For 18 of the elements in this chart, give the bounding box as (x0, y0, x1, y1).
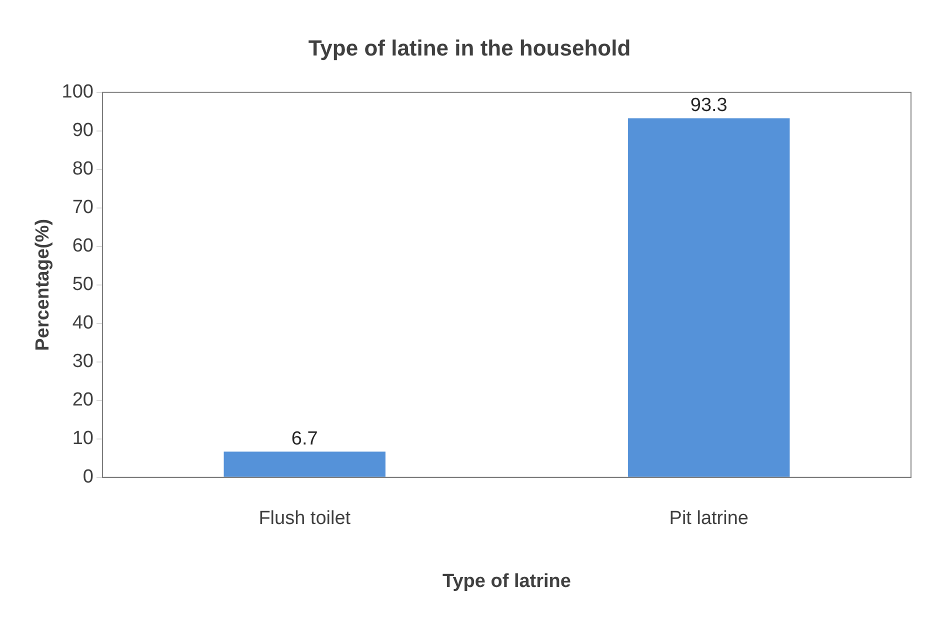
y-tick-label: 60 (72, 236, 94, 257)
y-tick-label: 80 (72, 158, 94, 180)
y-axis-title: Percentage(%) (32, 218, 54, 351)
y-tick-label: 10 (72, 428, 94, 450)
y-tick-label: 20 (72, 390, 94, 411)
chart-title: Type of latine in the household (308, 35, 631, 60)
y-tick-label: 100 (62, 82, 94, 103)
x-axis-title: Type of latrine (442, 570, 571, 592)
y-tick-label: 90 (72, 120, 94, 142)
y-tick-label: 0 (82, 466, 94, 488)
y-tick-label: 30 (72, 351, 94, 372)
y-tick-label: 70 (72, 197, 94, 218)
x-tick-label: Flush toilet (258, 508, 352, 530)
data-label: 93.3 (690, 94, 728, 116)
data-label: 6.7 (291, 428, 318, 450)
y-tick-label: 50 (72, 274, 94, 296)
y-tick-label: 40 (72, 312, 94, 334)
x-tick-label: Pit latrine (669, 508, 748, 530)
